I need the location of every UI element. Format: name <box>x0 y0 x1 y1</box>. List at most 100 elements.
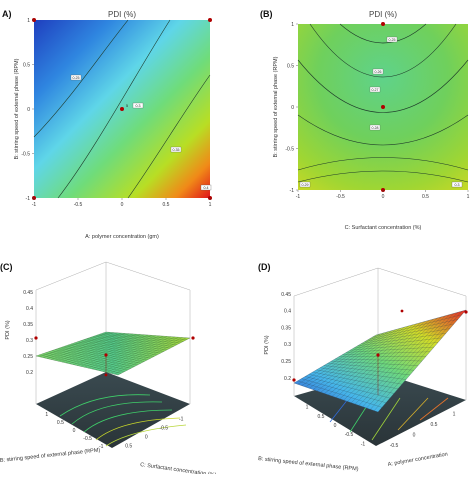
x-tick-label: 1 <box>209 202 212 208</box>
panel-c-z-label: PDI (%) <box>5 320 11 339</box>
contour-label-text: 0.26 <box>375 70 382 74</box>
contour-label-text: 0.3 <box>455 183 460 187</box>
z-tick-label: 0.45 <box>23 290 33 296</box>
design-point <box>401 310 404 313</box>
panel-d: (D) 0.20.250.30.350.40.45 -0.500.51 10 <box>258 262 468 473</box>
x-tick-label: -0.5 <box>390 443 399 449</box>
panel-c-y-label: B: stirring speed of external phase (RPM… <box>0 447 101 464</box>
y-tick-label: 0.5 <box>318 414 325 420</box>
contour-label-text: 0.25 <box>73 76 80 80</box>
panel-a-x-label: A: polymer concentration (gm) <box>85 234 159 240</box>
design-point <box>292 378 295 381</box>
y-tick-label: 0.5 <box>23 62 30 68</box>
z-tick-label: 0.45 <box>281 292 291 298</box>
design-point <box>208 18 212 22</box>
panel-a-label: A) <box>2 9 12 19</box>
y-tick-label: 1 <box>27 18 30 24</box>
z-tick-label: 0.25 <box>23 354 33 360</box>
x-tick-label: -0.5 <box>159 426 168 432</box>
x-tick-label: 0 <box>382 194 385 200</box>
panel-c-z-ticks: 0.2 0.25 0.3 0.35 0.4 0.45 <box>23 290 33 376</box>
y-tick-label: -0.5 <box>21 151 30 157</box>
x-tick-label: 1 <box>453 411 456 417</box>
contour-label-text: 0.27 <box>372 88 379 92</box>
z-tick-label: 0.3 <box>284 342 291 348</box>
y-tick-label: 1 <box>291 22 294 28</box>
x-tick-label: -0.5 <box>336 194 345 200</box>
contour-label-text: 0.28 <box>372 126 379 130</box>
panel-a-y-label: B: stirring speed of external phase (RPM… <box>14 58 20 159</box>
panel-d-y-label: B: stirring speed of external phase (RPM… <box>258 456 359 473</box>
panel-c-label: (C) <box>0 262 13 272</box>
design-point-count: 5 <box>126 104 128 108</box>
panel-d-z-label: PDI (%) <box>264 335 270 354</box>
y-tick-label: 0 <box>291 105 294 111</box>
x-tick-label: -1 <box>179 417 184 423</box>
y-tick-label: -0.5 <box>83 436 92 442</box>
contour-label: 0.3 <box>452 182 462 187</box>
contour-label: 0.35 <box>171 147 181 152</box>
panel-b-x-label: C: Surfactant concentration (%) <box>345 225 422 231</box>
contour-label-text: 0.29 <box>302 183 309 187</box>
panel-b-title: PDI (%) <box>369 10 397 19</box>
x-tick-label: 0 <box>121 202 124 208</box>
panel-b-y-label: B: stirring speed of external phase (RPM… <box>273 56 279 157</box>
design-point <box>104 353 107 356</box>
y-tick-label: -1 <box>26 196 31 202</box>
y-tick-label: 1 <box>45 412 48 418</box>
x-tick-label: 1 <box>467 194 470 200</box>
design-point <box>381 105 385 109</box>
z-tick-label: 0.4 <box>26 306 33 312</box>
z-tick-label: 0.25 <box>281 359 291 365</box>
x-tick-label: 0 <box>145 435 148 441</box>
y-tick-label: -1 <box>290 188 295 194</box>
z-tick-label: 0.35 <box>23 322 33 328</box>
panel-a-y-ticks: -1 -0.5 0 0.5 1 <box>21 18 34 202</box>
panel-d-x-label: A: polymer concentration <box>387 451 448 467</box>
contour-label: 0.25 <box>387 37 397 42</box>
contour-label: 0.3 <box>133 103 143 108</box>
x-tick-label: 0.5 <box>431 422 438 428</box>
panel-b-y-ticks: -1 -0.5 0 0.5 1 <box>285 22 298 194</box>
z-tick-label: 0.2 <box>284 376 291 382</box>
x-tick-label: 0 <box>413 432 416 438</box>
contour-label-text: 0.25 <box>389 38 396 42</box>
design-point <box>376 353 379 356</box>
x-tick-label: -1 <box>296 194 301 200</box>
design-point <box>381 22 385 26</box>
panel-a-title: PDI (%) <box>108 10 136 19</box>
y-tick-label: 0 <box>334 423 337 429</box>
contour-label: 0.26 <box>373 69 383 74</box>
y-tick-label: -0.5 <box>345 432 354 438</box>
y-tick-label: -0.5 <box>285 146 294 152</box>
y-tick-label: 0 <box>73 428 76 434</box>
z-tick-label: 0.4 <box>284 309 291 315</box>
x-tick-label: 0.5 <box>163 202 170 208</box>
panel-b: (B) PDI (%) 0.25 0.26 0.27 0.28 0.29 0.3 -1 -0… <box>260 9 470 231</box>
x-tick-label: -1 <box>32 202 37 208</box>
panel-d-z-ticks: 0.20.250.30.350.40.45 <box>281 292 291 382</box>
design-point <box>34 336 37 339</box>
y-tick-label: 1 <box>306 405 309 411</box>
panel-d-label: (D) <box>258 262 271 272</box>
design-point <box>191 336 194 339</box>
contour-label: 0.4 <box>201 185 211 190</box>
x-tick-label: -0.5 <box>74 202 83 208</box>
contour-label: 0.28 <box>370 125 380 130</box>
y-tick-label: 0.5 <box>287 63 294 69</box>
z-tick-label: 0.3 <box>26 338 33 344</box>
contour-label: 0.25 <box>71 75 81 80</box>
panel-b-label: (B) <box>260 9 273 19</box>
contour-label: 0.27 <box>370 87 380 92</box>
design-point <box>120 107 124 111</box>
z-tick-label: 0.2 <box>26 370 33 376</box>
contour-label-text: 0.3 <box>136 104 141 108</box>
contour-label-text: 0.4 <box>204 186 209 190</box>
panel-c: (C) 0.2 0.25 0.3 0.35 0.4 0.45 <box>0 262 217 474</box>
panel-c-x-label: C: Surfactant concentration (%) <box>140 462 217 474</box>
x-tick-label: 0.5 <box>422 194 429 200</box>
y-tick-label: 0 <box>27 107 30 113</box>
x-tick-label: 0.5 <box>125 444 132 450</box>
panel-a-x-ticks: -1 -0.5 0 0.5 1 <box>32 198 212 208</box>
